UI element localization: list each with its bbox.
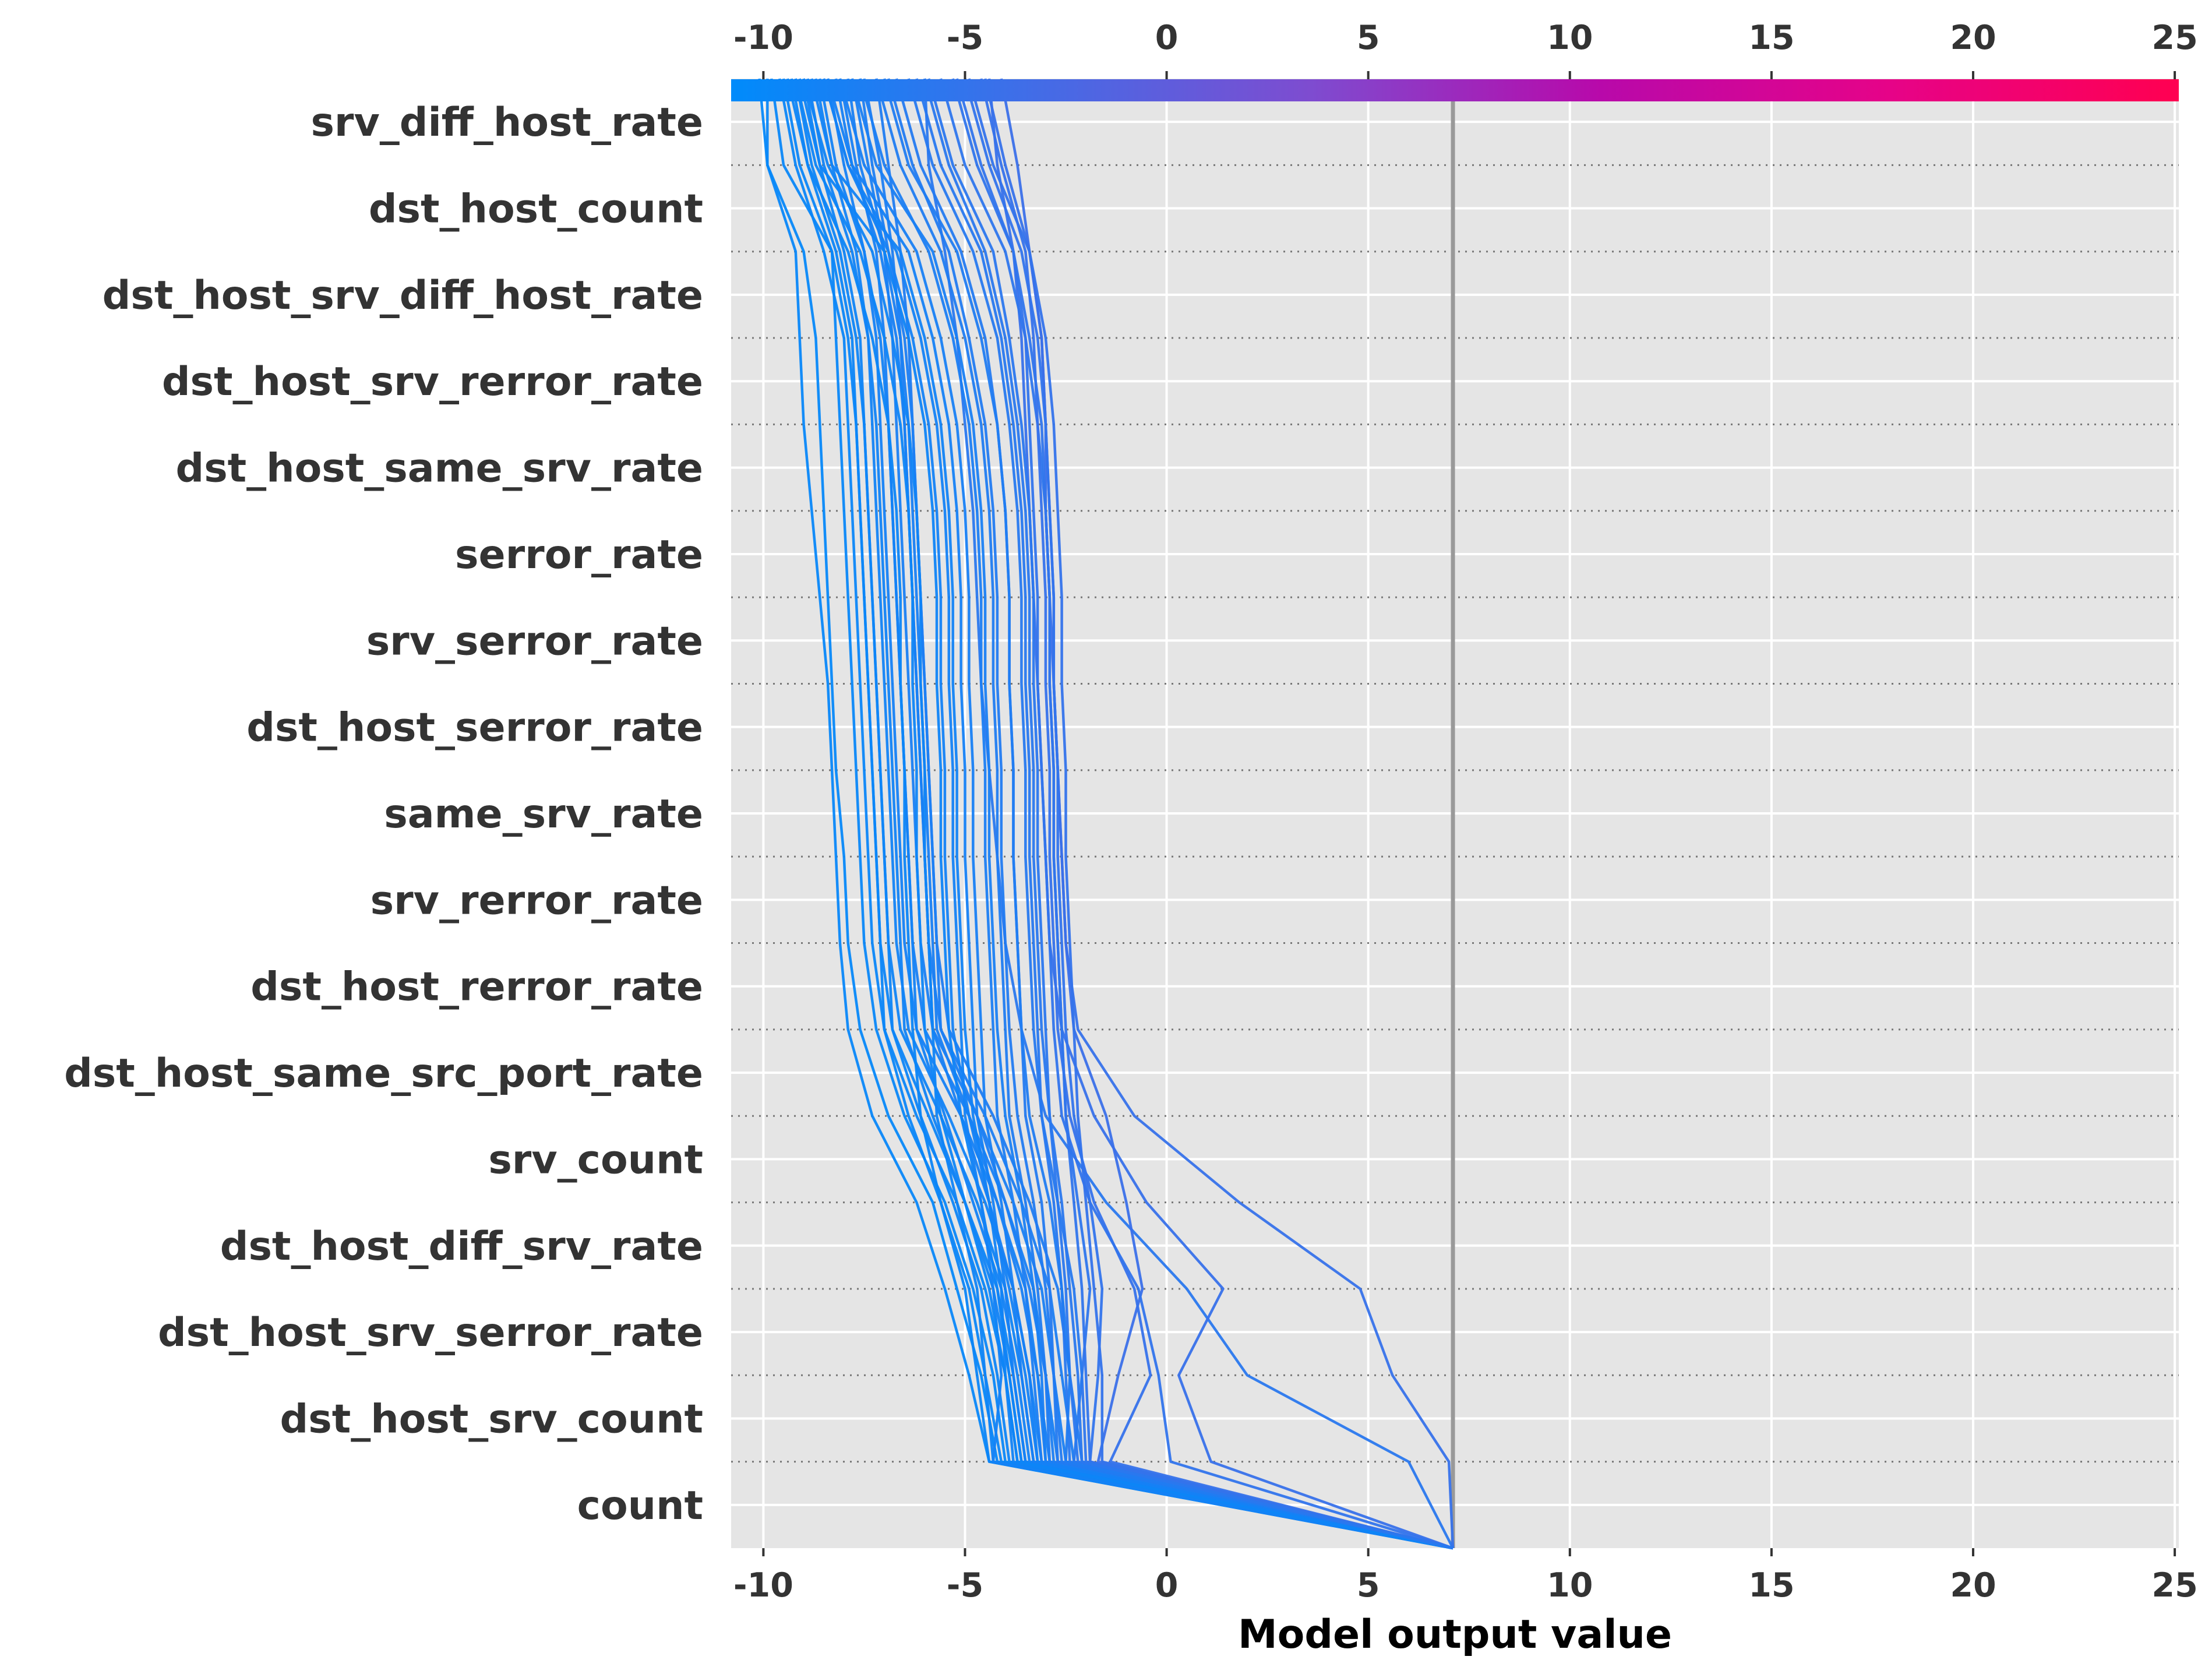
series-line [819,78,1454,1550]
feature-label: same_srv_rate [384,791,703,837]
feature-label: srv_diff_host_rate [311,100,703,146]
series-line [964,78,1454,1550]
series-line [798,78,1454,1550]
x-tick-label-top: 25 [2151,19,2197,57]
series-line [782,78,1454,1550]
series-line [834,78,1454,1550]
series-line [951,78,1454,1550]
series-line [810,78,1454,1550]
series-line [927,78,1454,1550]
x-tick-label-top: -10 [733,19,793,57]
series-line [786,78,1454,1550]
series-line [859,78,1454,1550]
series-line [766,79,1454,1550]
series-line [758,78,1454,1550]
feature-label: srv_rerror_rate [371,877,703,924]
series-line [838,78,1454,1550]
series-line [875,78,1454,1550]
series-line [883,78,1454,1550]
feature-label: srv_count [488,1137,703,1183]
feature-labels: srv_diff_host_rate dst_host_count dst_host… [64,100,703,1529]
series-line [806,78,1454,1550]
feature-label: srv_serror_rate [366,618,703,664]
feature-label: dst_host_serror_rate [246,705,703,751]
colorbar [731,79,2179,101]
x-tick-label-bottom: 15 [1748,1566,1794,1605]
feature-label: dst_host_rerror_rate [251,964,703,1010]
series-line [778,78,1454,1550]
series-line [887,78,1454,1550]
x-tick-label-bottom: -5 [947,1566,983,1605]
series-line [980,78,1454,1550]
series-line [823,78,1454,1550]
x-tick-label-bottom: 25 [2151,1566,2197,1605]
feature-label: dst_host_srv_diff_host_rate [103,273,703,319]
x-tick-label-top: 5 [1357,19,1380,57]
feature-label: dst_host_srv_count [280,1396,703,1442]
series-line [907,78,1454,1550]
series-line [802,78,1454,1550]
feature-label: count [577,1483,703,1529]
feature-label: dst_host_same_src_port_rate [64,1051,703,1097]
x-tick-label-bottom: -10 [733,1566,793,1605]
feature-label: dst_host_same_srv_rate [176,446,703,492]
x-axis-title: Model output value [1238,1612,1672,1658]
feature-label: dst_host_count [369,186,703,232]
series-lines [758,78,1455,1550]
series-line [846,78,1454,1550]
series-line [851,78,1454,1550]
series-line [794,78,1454,1550]
tick-labels: -10 -10 -5 -5 0 0 5 5 10 10 15 15 20 20 25 25 [733,19,2198,1605]
x-tick-label-bottom: 20 [1950,1566,1996,1605]
feature-label: dst_host_srv_serror_rate [158,1310,703,1356]
x-tick-label-bottom: 5 [1357,1566,1380,1605]
series-line [923,78,1454,1550]
series-line [826,78,1454,1550]
series-line [770,78,1454,1550]
series-line [955,78,1454,1550]
x-tick-label-top: 0 [1155,19,1179,57]
series-line [851,78,1454,1550]
x-tick-label-bottom: 0 [1155,1566,1179,1605]
x-tick-label-top: 10 [1547,19,1593,57]
feature-label: dst_host_diff_srv_rate [220,1224,703,1270]
series-line [859,78,1454,1550]
feature-label: serror_rate [455,532,703,578]
x-tick-label-bottom: 10 [1547,1566,1593,1605]
x-tick-label-top: 15 [1748,19,1794,57]
series-line [968,78,1454,1550]
x-tick-label-top: -5 [947,19,983,57]
series-line [923,78,1455,1549]
feature-label: dst_host_srv_rerror_rate [162,359,703,405]
series-line [794,78,1454,1550]
x-tick-label-top: 20 [1950,19,1996,57]
series-line [823,78,1454,1550]
